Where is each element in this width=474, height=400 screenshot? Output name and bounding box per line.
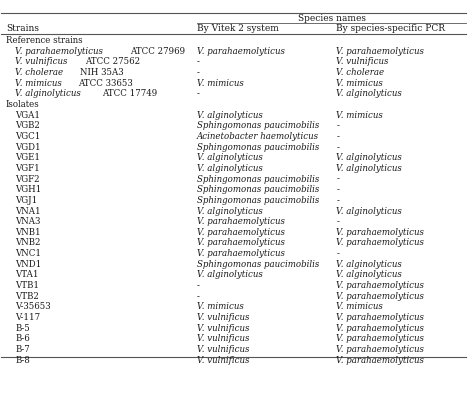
Text: V. vulnificus: V. vulnificus — [336, 58, 389, 66]
Text: V. parahaemolyticus: V. parahaemolyticus — [336, 324, 424, 333]
Text: V. parahaemolyticus: V. parahaemolyticus — [336, 356, 424, 364]
Text: V. cholerae: V. cholerae — [336, 68, 384, 77]
Text: VNC1: VNC1 — [15, 249, 41, 258]
Text: V. cholerae: V. cholerae — [15, 68, 66, 77]
Text: V. mimicus: V. mimicus — [15, 79, 65, 88]
Text: V. alginolyticus: V. alginolyticus — [197, 153, 263, 162]
Text: VTA1: VTA1 — [15, 270, 39, 279]
Text: V. alginolyticus: V. alginolyticus — [336, 260, 402, 269]
Text: Acinetobacter haemolyticus: Acinetobacter haemolyticus — [197, 132, 319, 141]
Text: By Vitek 2 system: By Vitek 2 system — [197, 24, 279, 33]
Text: ATCC 17749: ATCC 17749 — [102, 90, 157, 98]
Text: VNB2: VNB2 — [15, 238, 41, 248]
Text: -: - — [336, 174, 339, 184]
Text: VTB1: VTB1 — [15, 281, 39, 290]
Text: V. alginolyticus: V. alginolyticus — [197, 164, 263, 173]
Text: V. vulnificus: V. vulnificus — [197, 334, 249, 343]
Text: Sphingomonas paucimobilis: Sphingomonas paucimobilis — [197, 174, 319, 184]
Text: Sphingomonas paucimobilis: Sphingomonas paucimobilis — [197, 196, 319, 205]
Text: Sphingomonas paucimobilis: Sphingomonas paucimobilis — [197, 121, 319, 130]
Text: VGE1: VGE1 — [15, 153, 40, 162]
Text: VND1: VND1 — [15, 260, 42, 269]
Text: -: - — [197, 292, 200, 301]
Text: -: - — [336, 121, 339, 130]
Text: V. parahaemolyticus: V. parahaemolyticus — [336, 47, 424, 56]
Text: -: - — [336, 143, 339, 152]
Text: VGF2: VGF2 — [15, 174, 40, 184]
Text: VGC1: VGC1 — [15, 132, 41, 141]
Text: -: - — [197, 90, 200, 98]
Text: Sphingomonas paucimobilis: Sphingomonas paucimobilis — [197, 185, 319, 194]
Text: VGB2: VGB2 — [15, 121, 40, 130]
Text: VGH1: VGH1 — [15, 185, 42, 194]
Text: V-117: V-117 — [15, 313, 40, 322]
Text: VGD1: VGD1 — [15, 143, 41, 152]
Text: V. alginolyticus: V. alginolyticus — [336, 206, 402, 216]
Text: -: - — [197, 68, 200, 77]
Text: -: - — [336, 196, 339, 205]
Text: -: - — [336, 217, 339, 226]
Text: ATCC 33653: ATCC 33653 — [78, 79, 133, 88]
Text: VNB1: VNB1 — [15, 228, 41, 237]
Text: B-7: B-7 — [15, 345, 30, 354]
Text: NIH 35A3: NIH 35A3 — [80, 68, 123, 77]
Text: V. parahaemolyticus: V. parahaemolyticus — [336, 313, 424, 322]
Text: V. mimicus: V. mimicus — [336, 79, 383, 88]
Text: V. mimicus: V. mimicus — [197, 302, 244, 311]
Text: VTB2: VTB2 — [15, 292, 39, 301]
Text: V. parahaemolyticus: V. parahaemolyticus — [197, 249, 284, 258]
Text: -: - — [336, 132, 339, 141]
Text: V. mimicus: V. mimicus — [336, 111, 383, 120]
Text: V. vulnificus: V. vulnificus — [197, 356, 249, 364]
Text: -: - — [336, 249, 339, 258]
Text: V. alginolyticus: V. alginolyticus — [15, 90, 84, 98]
Text: Sphingomonas paucimobilis: Sphingomonas paucimobilis — [197, 143, 319, 152]
Text: -: - — [197, 281, 200, 290]
Text: V. alginolyticus: V. alginolyticus — [336, 270, 402, 279]
Text: V. alginolyticus: V. alginolyticus — [336, 153, 402, 162]
Text: V. mimicus: V. mimicus — [197, 79, 244, 88]
Text: V-35653: V-35653 — [15, 302, 51, 311]
Text: B-5: B-5 — [15, 324, 30, 333]
Text: V. parahaemolyticus: V. parahaemolyticus — [336, 334, 424, 343]
Text: V. parahaemolyticus: V. parahaemolyticus — [336, 238, 424, 248]
Text: Species names: Species names — [298, 14, 365, 23]
Text: VGF1: VGF1 — [15, 164, 40, 173]
Text: V. parahaemolyticus: V. parahaemolyticus — [336, 345, 424, 354]
Text: V. parahaemolyticus: V. parahaemolyticus — [336, 281, 424, 290]
Text: V. vulnificus: V. vulnificus — [15, 58, 71, 66]
Text: V. parahaemolyticus: V. parahaemolyticus — [336, 228, 424, 237]
Text: Sphingomonas paucimobilis: Sphingomonas paucimobilis — [197, 260, 319, 269]
Text: Strains: Strains — [6, 24, 39, 33]
Text: -: - — [197, 58, 200, 66]
Text: V. alginolyticus: V. alginolyticus — [336, 90, 402, 98]
Text: V. parahaemolyticus: V. parahaemolyticus — [197, 228, 284, 237]
Text: Reference strains: Reference strains — [6, 36, 82, 45]
Text: V. alginolyticus: V. alginolyticus — [197, 206, 263, 216]
Text: -: - — [336, 185, 339, 194]
Text: V. parahaemolyticus: V. parahaemolyticus — [336, 292, 424, 301]
Text: ATCC 27562: ATCC 27562 — [85, 58, 140, 66]
Text: B-8: B-8 — [15, 356, 30, 364]
Text: VNA3: VNA3 — [15, 217, 41, 226]
Text: V. parahaemolyticus: V. parahaemolyticus — [197, 217, 284, 226]
Text: V. alginolyticus: V. alginolyticus — [336, 164, 402, 173]
Text: V. vulnificus: V. vulnificus — [197, 324, 249, 333]
Text: Isolates: Isolates — [6, 100, 40, 109]
Text: B-6: B-6 — [15, 334, 30, 343]
Text: V. parahaemolyticus: V. parahaemolyticus — [197, 238, 284, 248]
Text: V. vulnificus: V. vulnificus — [197, 345, 249, 354]
Text: By species-specific PCR: By species-specific PCR — [336, 24, 445, 33]
Text: VGA1: VGA1 — [15, 111, 40, 120]
Text: V. parahaemolyticus: V. parahaemolyticus — [15, 47, 106, 56]
Text: V. alginolyticus: V. alginolyticus — [197, 111, 263, 120]
Text: VGJ1: VGJ1 — [15, 196, 37, 205]
Text: VNA1: VNA1 — [15, 206, 41, 216]
Text: V. mimicus: V. mimicus — [336, 302, 383, 311]
Text: ATCC 27969: ATCC 27969 — [130, 47, 185, 56]
Text: V. vulnificus: V. vulnificus — [197, 313, 249, 322]
Text: V. alginolyticus: V. alginolyticus — [197, 270, 263, 279]
Text: V. parahaemolyticus: V. parahaemolyticus — [197, 47, 284, 56]
